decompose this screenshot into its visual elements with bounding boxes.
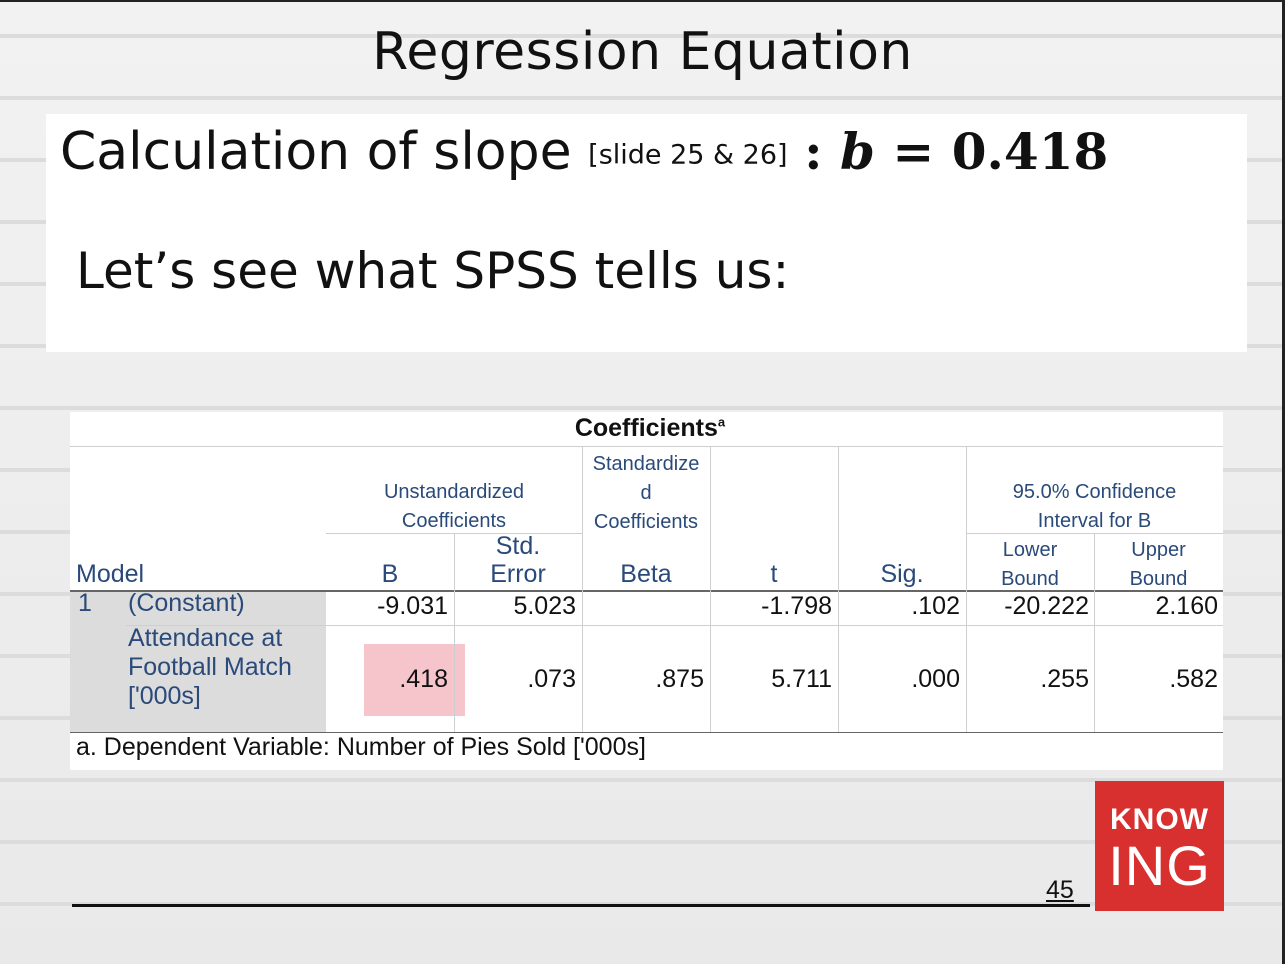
header-lower-line1: Lower xyxy=(1002,539,1058,561)
row2-lower: .255 xyxy=(1040,665,1089,693)
table-footnote: a. Dependent Variable: Number of Pies So… xyxy=(76,733,646,761)
row-divider xyxy=(126,625,1223,626)
col-divider-3 xyxy=(710,446,711,732)
row2-upper: .582 xyxy=(1169,665,1218,693)
header-unstandardized-line1: Unstandardized xyxy=(383,481,525,503)
row2-label: Attendance at Football Match ['000s] xyxy=(128,624,292,711)
header-unstandardized: Unstandardized Coefficients xyxy=(326,478,582,536)
footer-rule xyxy=(72,904,1090,907)
header-sig: Sig. xyxy=(880,560,924,588)
row1-stderr: 5.023 xyxy=(513,592,576,620)
table-title-superscript: a xyxy=(717,414,726,430)
row1-t: -1.798 xyxy=(761,592,832,620)
slope-reference: [slide 25 & 26] xyxy=(588,139,788,171)
header-ci-line1: 95.0% Confidence xyxy=(1012,481,1177,503)
header-lower-bound: Lower Bound xyxy=(966,536,1094,594)
frame-right-border xyxy=(1282,0,1285,964)
row2-label-line2: Football Match xyxy=(128,653,292,681)
header-standardized-line3: Coefficients xyxy=(593,511,699,533)
slope-equation: : b = 0.418 xyxy=(804,122,1108,181)
col-divider-2 xyxy=(582,446,583,732)
header-unstandardized-line2: Coefficients xyxy=(401,510,507,532)
header-confidence-interval: 95.0% Confidence Interval for B xyxy=(966,478,1223,536)
logo-top-text: KNOW xyxy=(1110,803,1209,836)
row2-b: .418 xyxy=(399,665,448,693)
slope-variable: b xyxy=(839,122,875,181)
header-upper-line1: Upper xyxy=(1131,539,1186,561)
header-model: Model xyxy=(76,560,145,588)
knowing-logo: KNOW ING xyxy=(1095,781,1224,911)
row2-t: 5.711 xyxy=(771,665,832,693)
header-t: t xyxy=(770,560,778,588)
header-upper-line2: Bound xyxy=(1129,568,1188,590)
header-upper-bound: Upper Bound xyxy=(1094,536,1223,594)
spss-line: Let’s see what SPSS tells us: xyxy=(76,242,790,300)
col-divider-4 xyxy=(838,446,839,732)
header-bottom-rule xyxy=(70,590,1223,592)
row1-label: (Constant) xyxy=(128,589,245,617)
row2-stderr: .073 xyxy=(527,665,576,693)
slope-highlight xyxy=(364,644,465,716)
header-std-error-line1: Std. xyxy=(495,532,541,560)
row1-upper: 2.160 xyxy=(1155,592,1218,620)
coefficients-table: Coefficientsa Unstandardized Coefficient… xyxy=(70,412,1223,770)
row2-sig: .000 xyxy=(911,665,960,693)
slope-line: Calculation of slope [slide 25 & 26] : b… xyxy=(60,122,1108,182)
slope-textbox: Calculation of slope [slide 25 & 26] : b… xyxy=(46,114,1247,352)
slope-colon: : xyxy=(804,122,823,181)
row1-model: 1 xyxy=(78,589,92,617)
subheader-rule-ci xyxy=(967,533,1223,534)
logo-bottom-text: ING xyxy=(1108,834,1211,897)
header-beta: Beta xyxy=(620,560,672,588)
header-lower-line2: Bound xyxy=(1001,568,1059,590)
top-header-rule xyxy=(70,446,1223,447)
row1-sig: .102 xyxy=(911,592,960,620)
col-divider-1 xyxy=(454,533,455,732)
row-label-background xyxy=(70,592,326,732)
table-bottom-rule xyxy=(70,732,1223,733)
col-divider-5 xyxy=(966,446,967,732)
header-standardized-line2: d xyxy=(640,482,652,504)
slide-title: Regression Equation xyxy=(372,22,913,82)
row2-label-line1: Attendance at xyxy=(128,624,283,652)
row2-label-line3: ['000s] xyxy=(128,682,201,710)
slope-main-text: Calculation of slope xyxy=(60,122,572,182)
frame-top-border xyxy=(0,0,1285,2)
slope-equals: = xyxy=(892,122,935,181)
header-std-error-line2: Error xyxy=(490,560,546,588)
table-title: Coefficientsa xyxy=(70,414,1230,443)
slope-value: 0.418 xyxy=(951,122,1109,181)
table-title-text: Coefficients xyxy=(574,414,718,442)
row1-lower: -20.222 xyxy=(1004,592,1089,620)
row1-b: -9.031 xyxy=(377,592,448,620)
row2-beta: .875 xyxy=(655,665,704,693)
header-std-error: Std. Error xyxy=(454,532,582,588)
col-divider-6 xyxy=(1094,533,1095,732)
page-number: 45 xyxy=(1046,876,1074,904)
header-standardized-line1: Standardize xyxy=(592,453,700,475)
header-b: B xyxy=(381,560,399,588)
header-ci-line2: Interval for B xyxy=(1037,510,1152,532)
header-standardized: Standardize d Coefficients xyxy=(582,450,710,537)
